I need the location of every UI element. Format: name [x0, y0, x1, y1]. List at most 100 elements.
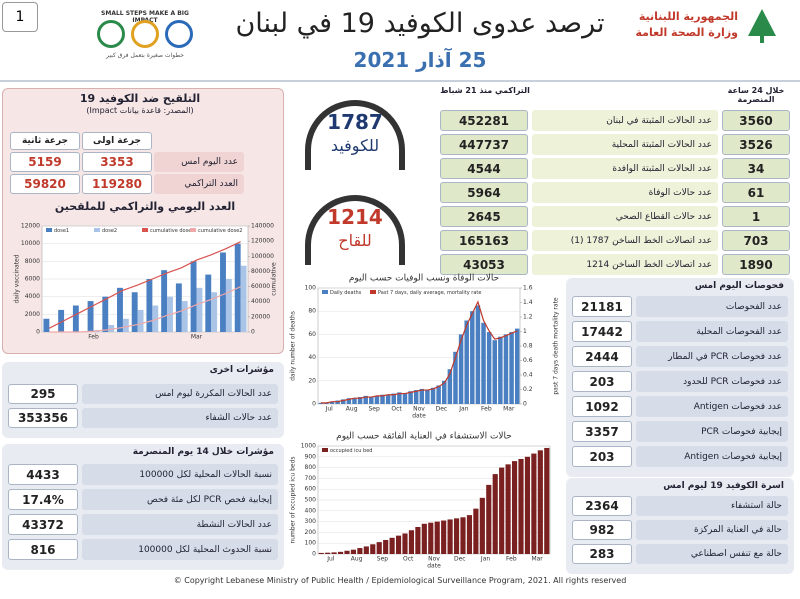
bar	[442, 380, 447, 404]
bar	[402, 533, 408, 554]
bar	[87, 301, 94, 332]
y2-axis-label: past 7 days death mortality rate	[553, 297, 560, 395]
value-24h: 1890	[722, 254, 790, 275]
dose1: 3353	[82, 152, 152, 172]
x-tick-label: Sep	[368, 406, 380, 413]
legend-label: occupied icu bed	[330, 448, 372, 454]
bar	[499, 467, 505, 554]
bar	[146, 279, 153, 332]
bar	[408, 530, 415, 554]
divider	[0, 80, 800, 82]
y2-tick-label: 0	[251, 329, 255, 336]
bar	[408, 391, 413, 404]
panel-title: اسرة الكوفيد 19 ليوم امس	[663, 481, 784, 491]
y-tick-label: 10000	[21, 240, 40, 247]
bar	[350, 549, 357, 554]
y-axis-label: daily vaccinated	[14, 254, 21, 303]
date: 25 آذار 2021	[353, 48, 487, 72]
bar	[383, 539, 389, 554]
row-label: عدد الحالات المثبتة في لبنان	[532, 110, 718, 131]
x-tick-label: Mar	[191, 334, 203, 341]
bar	[117, 287, 123, 332]
ministry: الجمهورية اللبنانية	[638, 10, 738, 23]
x-tick-label: Dec	[436, 406, 448, 413]
legend-swatch	[370, 290, 376, 294]
x-tick-label: Dec	[454, 556, 466, 563]
row-label: إيجابية فحص PCR لكل مئة فحص	[82, 489, 278, 510]
col-header: جرعة ثانية	[10, 132, 80, 150]
y2-tick-label: 1.2	[523, 314, 533, 321]
line	[320, 300, 518, 404]
y-tick-label: 200	[305, 529, 317, 536]
y-tick-label: 60	[308, 331, 316, 338]
bar	[329, 401, 335, 404]
row-label: عدد الحالات المثبتة المحلية	[532, 134, 718, 155]
bar	[397, 392, 402, 404]
icon	[165, 20, 193, 48]
x-tick-label: Oct	[391, 406, 402, 413]
chart-title: حالات الوفاة ونسب الوفيات حسب اليوم	[349, 274, 499, 284]
bar	[428, 522, 434, 554]
value: 17.4%	[8, 489, 78, 510]
x-tick-label: Aug	[346, 406, 358, 413]
row-label: عدد الفحوصات المحلية	[636, 321, 788, 342]
bar	[413, 390, 419, 404]
bar	[352, 398, 357, 404]
footer: © Copyright Lebanese Ministry of Public …	[173, 576, 627, 585]
campaign-icons	[95, 20, 195, 50]
y-tick-label: 600	[305, 486, 317, 493]
bar	[391, 393, 396, 404]
row-label: عدد الحالات النشطة	[82, 514, 278, 535]
value-24h: 1	[722, 206, 790, 227]
bar	[492, 340, 497, 404]
bar	[225, 279, 232, 332]
value-24h: 34	[722, 158, 790, 179]
chart-title: حالات الاستشفاء في العناية الفائقة حسب ا…	[336, 432, 512, 442]
bar	[453, 518, 460, 554]
bar	[385, 394, 391, 404]
bar	[430, 387, 436, 404]
bar	[441, 520, 447, 554]
y2-axis-label: cumulative	[271, 262, 278, 296]
bar	[181, 301, 188, 332]
icon	[131, 20, 159, 48]
chart: 0200040006000800010000120000200004000060…	[14, 223, 278, 341]
legend-label: Daily deaths	[330, 290, 362, 296]
headset	[305, 100, 405, 170]
y-tick-label: 100	[305, 540, 317, 547]
x-tick-label: Jul	[325, 406, 334, 413]
bar	[108, 324, 115, 332]
x-tick-label: Nov	[428, 556, 440, 563]
row-label: نسبة الحالات المحلية لكل 100000	[82, 464, 278, 485]
value: 816	[8, 539, 78, 560]
legend-label: dose2	[102, 228, 117, 234]
x-tick-label: Jul	[326, 556, 335, 563]
y2-tick-label: 0	[523, 401, 527, 408]
row-label: عدد الحالات المثبتة الوافدة	[532, 158, 718, 179]
row-label: حالة استشفاء	[636, 496, 788, 516]
legend-swatch	[46, 228, 52, 232]
row-label: عدد حالات الشفاء	[82, 408, 278, 428]
bar	[380, 394, 385, 404]
bar	[240, 265, 247, 332]
y2-tick-label: 0.6	[523, 357, 533, 364]
bar	[419, 388, 425, 404]
y-tick-label: 500	[305, 497, 317, 504]
bar	[346, 398, 352, 404]
bar	[72, 305, 79, 332]
value: 4433	[8, 464, 78, 485]
y-tick-label: 4000	[25, 293, 40, 300]
bar	[318, 402, 324, 404]
hotline-number: 1214	[327, 205, 383, 229]
line	[49, 241, 241, 329]
bar	[196, 287, 203, 332]
chart: حالات الوفاة ونسب الوفيات حسب اليوم 0 20 40…	[290, 274, 560, 420]
y-tick-label: 80	[308, 308, 316, 315]
bar	[220, 252, 226, 332]
bar	[395, 535, 402, 554]
bar	[537, 450, 543, 554]
column-header: التراكمي منذ 21 شباط	[440, 86, 530, 95]
value: 2364	[572, 496, 632, 516]
bar	[436, 385, 441, 404]
